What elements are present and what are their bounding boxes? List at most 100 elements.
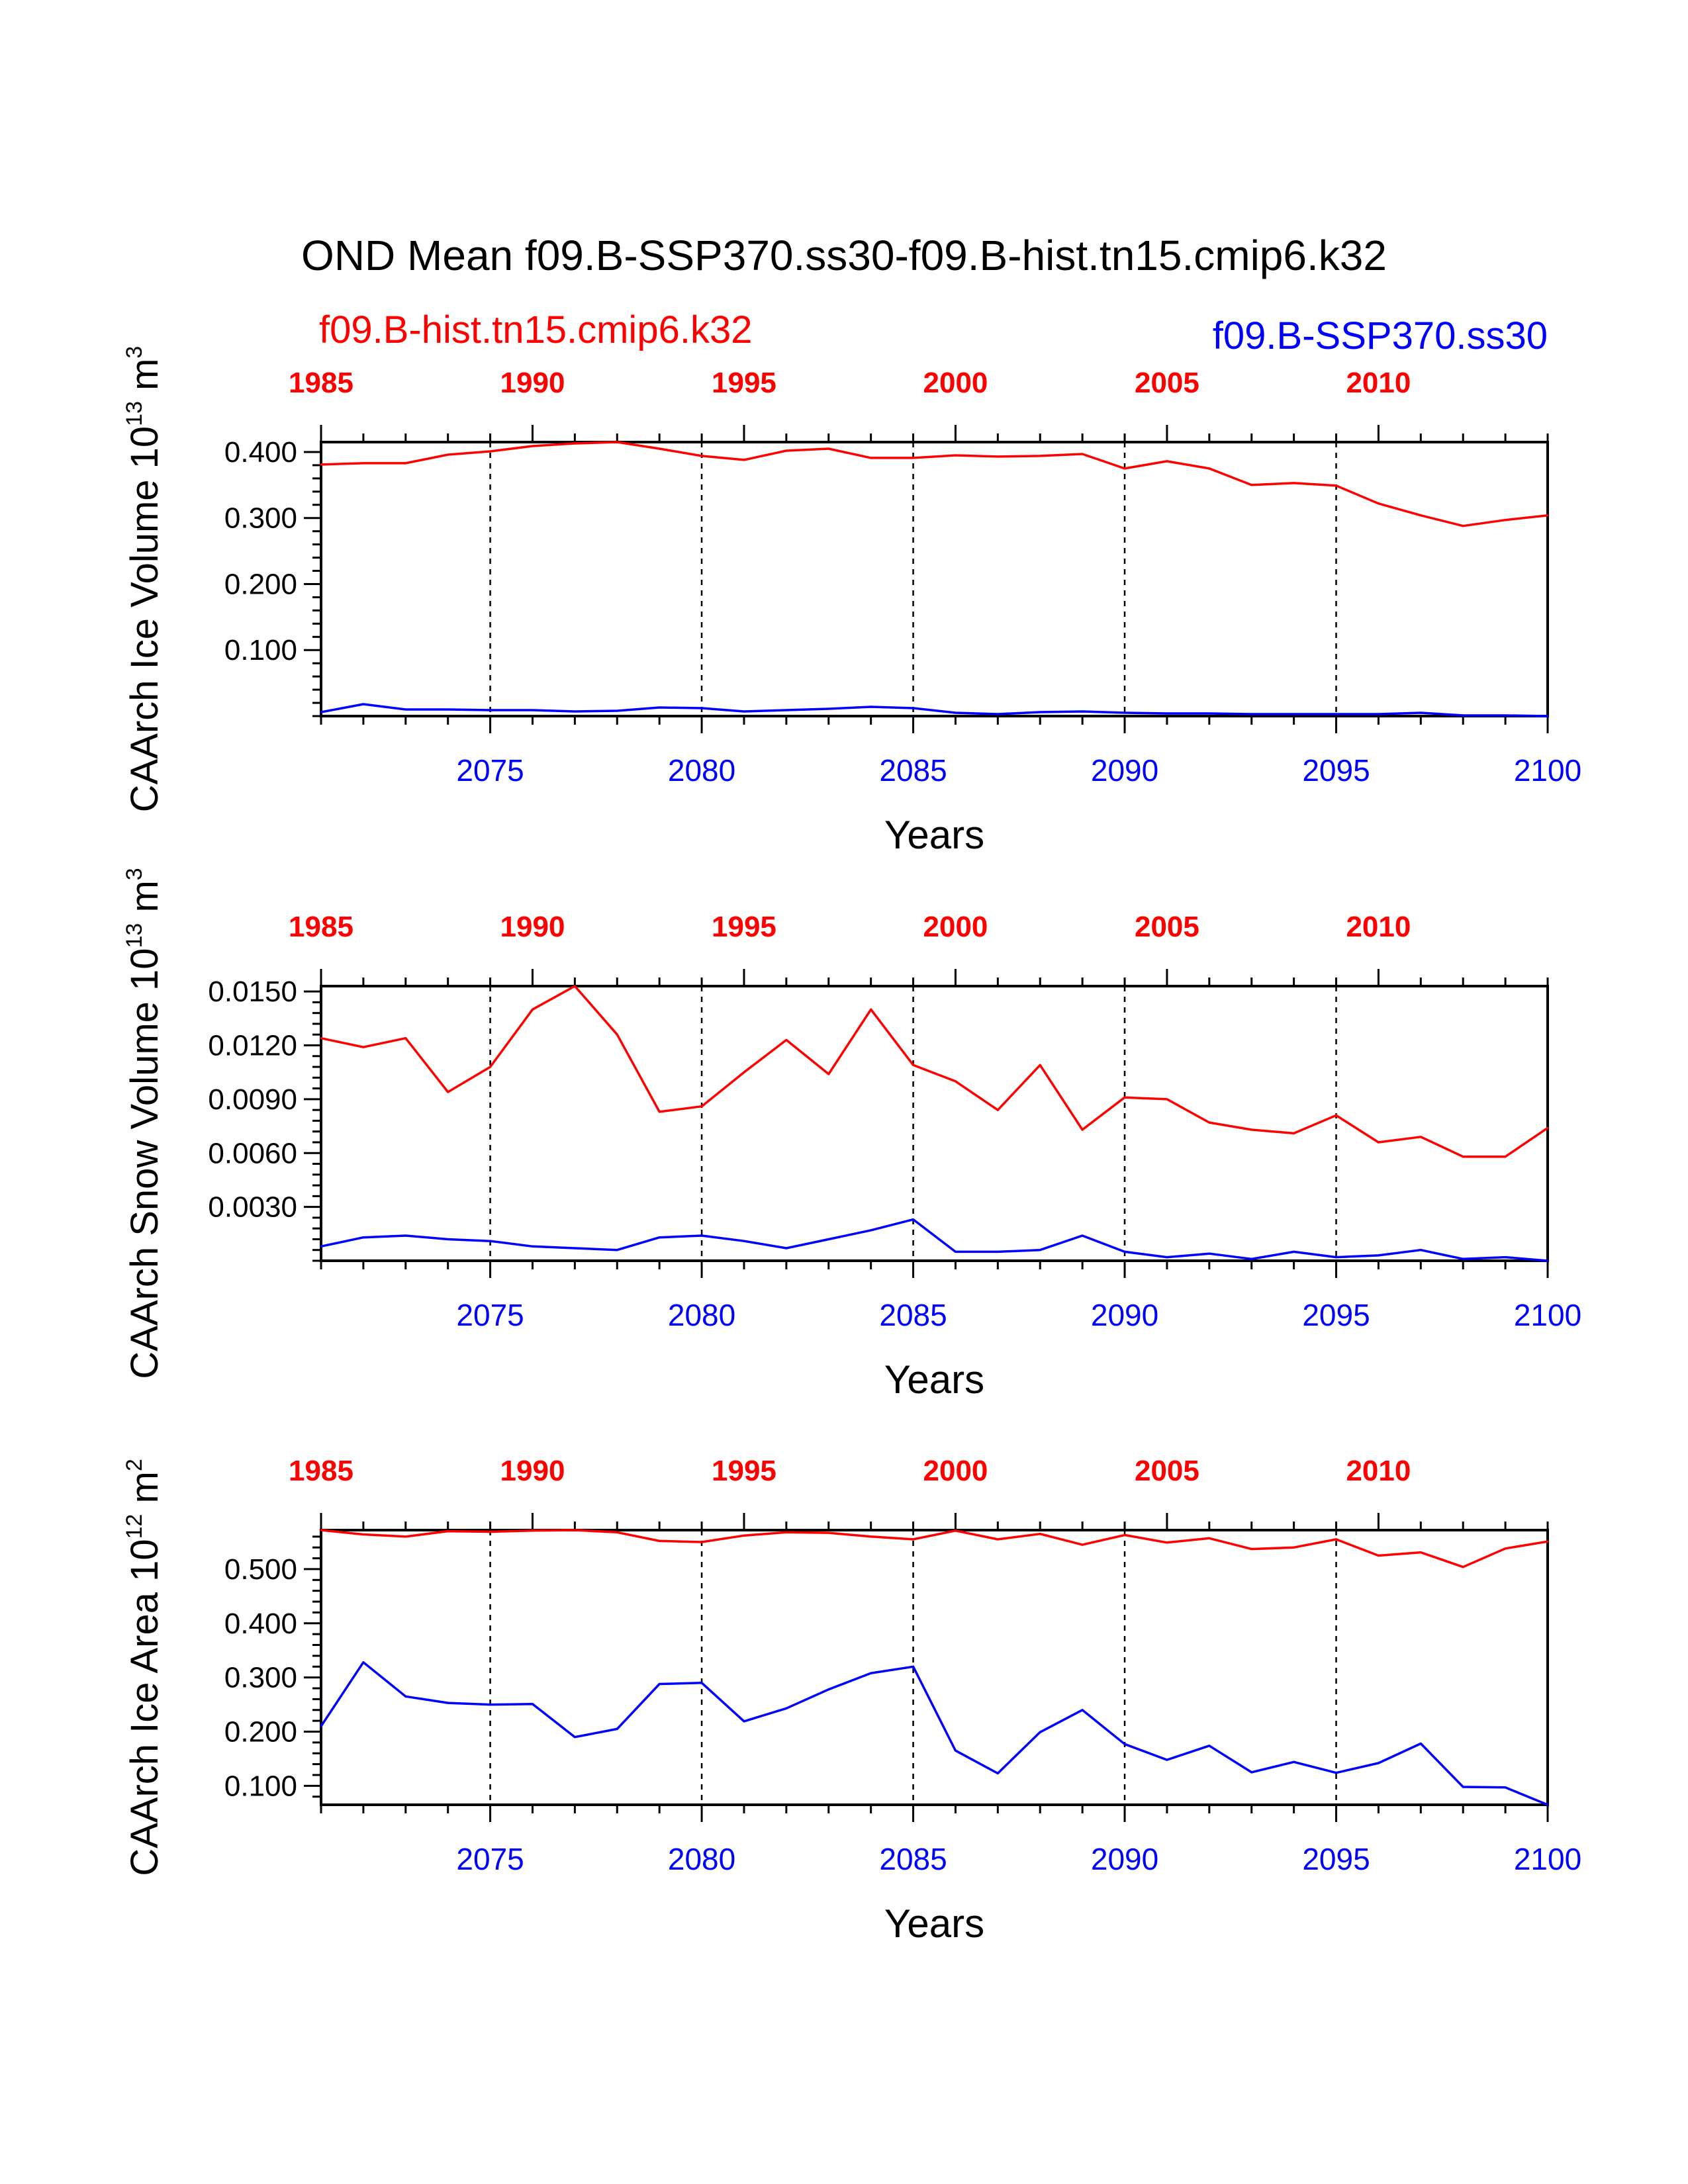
- data-point-ssp: [616, 1727, 618, 1730]
- data-point-hist: [1504, 519, 1507, 522]
- data-point-hist: [1166, 1098, 1168, 1101]
- data-point-ssp: [1039, 1249, 1041, 1251]
- data-point-hist: [912, 1064, 915, 1066]
- data-point-hist: [1208, 1537, 1211, 1539]
- data-point-hist: [785, 1038, 788, 1041]
- x-tick-label-bottom: 2090: [1091, 1842, 1158, 1876]
- panel-1: 2075 2080 2085 2090 2095 2100 1985 1990 1995 2000…: [122, 346, 1581, 857]
- data-point-ssp: [912, 1218, 915, 1221]
- data-point-ssp: [785, 709, 788, 711]
- x-tick-label-bottom: 2100: [1514, 1842, 1581, 1876]
- panel-3: 2075 2080 2085 2090 2095 2100 1985 1990 1995 2000…: [122, 1455, 1581, 1946]
- data-point-ssp: [447, 708, 449, 711]
- data-point-ssp: [1377, 713, 1380, 715]
- x-tick-label-bottom: 2075: [456, 753, 524, 788]
- data-point-ssp: [827, 1238, 830, 1240]
- y-tick-label: 0.200: [224, 568, 297, 600]
- data-point-hist: [1335, 1114, 1338, 1116]
- x-tick-label-bottom: 2080: [668, 1842, 735, 1876]
- data-point-hist: [1462, 1566, 1464, 1569]
- data-point-hist: [827, 447, 830, 450]
- data-point-ssp: [785, 1247, 788, 1250]
- data-point-ssp: [1081, 1709, 1084, 1711]
- x-tick-label-top: 2005: [1135, 911, 1199, 943]
- data-point-hist: [954, 1080, 957, 1083]
- data-point-ssp: [447, 1702, 449, 1704]
- y-tick-label: 0.0150: [208, 976, 297, 1008]
- data-point-ssp: [743, 1720, 745, 1723]
- data-point-hist: [912, 457, 915, 459]
- data-point-hist: [954, 1529, 957, 1532]
- data-point-hist: [1250, 484, 1253, 486]
- x-tick-label-bottom: 2095: [1302, 1842, 1370, 1876]
- data-point-hist: [1504, 1547, 1507, 1550]
- data-point-ssp: [954, 711, 957, 714]
- y-axis-title: CAArch Snow Volume 1013 m3: [122, 868, 166, 1379]
- x-tick-label-bottom: 2075: [456, 1298, 524, 1332]
- data-point-hist: [1377, 502, 1380, 505]
- x-tick-label-bottom: 2090: [1091, 753, 1158, 788]
- x-tick-label-bottom: 2095: [1302, 1298, 1370, 1332]
- data-point-hist: [870, 1008, 872, 1011]
- data-point-ssp: [1504, 714, 1507, 717]
- data-point-hist: [700, 1105, 703, 1108]
- x-axis-title: Years: [884, 1901, 984, 1946]
- data-point-hist: [1123, 1533, 1126, 1536]
- data-point-ssp: [1039, 711, 1041, 713]
- data-point-hist: [1419, 1136, 1422, 1138]
- data-point-ssp: [700, 1682, 703, 1684]
- data-point-ssp: [954, 1749, 957, 1752]
- x-tick-label-bottom: 2080: [668, 1298, 735, 1332]
- data-point-hist: [827, 1531, 830, 1534]
- data-point-hist: [1039, 1533, 1041, 1535]
- data-point-ssp: [1335, 1256, 1338, 1259]
- data-point-ssp: [1335, 713, 1338, 715]
- data-point-ssp: [870, 1229, 872, 1232]
- data-point-ssp: [912, 707, 915, 709]
- data-point-hist: [996, 1538, 999, 1541]
- data-point-ssp: [912, 1665, 915, 1668]
- data-point-hist: [743, 1071, 745, 1073]
- data-point-ssp: [743, 710, 745, 713]
- data-point-ssp: [1462, 714, 1464, 717]
- data-point-ssp: [1377, 1762, 1380, 1764]
- data-point-ssp: [320, 711, 322, 713]
- data-point-ssp: [1335, 1772, 1338, 1774]
- x-tick-label-bottom: 2085: [879, 1842, 947, 1876]
- data-point-ssp: [531, 1703, 534, 1706]
- data-point-ssp: [404, 1695, 407, 1698]
- data-point-ssp: [320, 1725, 322, 1727]
- y-tick-label: 0.0120: [208, 1030, 297, 1062]
- data-point-hist: [912, 1538, 915, 1541]
- data-point-hist: [1039, 455, 1041, 457]
- data-point-hist: [1377, 1141, 1380, 1144]
- data-point-hist: [616, 1033, 618, 1036]
- data-point-ssp: [573, 1736, 576, 1739]
- data-point-hist: [1419, 514, 1422, 517]
- y-tick-label: 0.400: [224, 1608, 297, 1640]
- data-point-ssp: [1166, 1256, 1168, 1259]
- x-tick-label-bottom: 2085: [879, 753, 947, 788]
- data-point-hist: [827, 1073, 830, 1075]
- data-point-ssp: [404, 1234, 407, 1237]
- series-line-ssp: [320, 1661, 1548, 1806]
- x-tick-label-top: 2005: [1135, 1455, 1199, 1487]
- x-tick-label-top: 1995: [712, 367, 776, 399]
- data-point-hist: [489, 1530, 492, 1533]
- data-point-ssp: [1250, 1257, 1253, 1260]
- data-point-ssp: [700, 1234, 703, 1237]
- x-tick-label-bottom: 2100: [1514, 753, 1581, 788]
- data-point-hist: [1081, 453, 1084, 455]
- series-line-hist: [320, 1529, 1548, 1569]
- data-point-hist: [320, 1037, 322, 1040]
- data-point-hist: [1081, 1543, 1084, 1546]
- x-tick-label-bottom: 2075: [456, 1842, 524, 1876]
- data-point-ssp: [616, 709, 618, 712]
- data-point-ssp: [489, 1240, 492, 1242]
- data-point-ssp: [658, 706, 661, 709]
- data-point-hist: [743, 1534, 745, 1537]
- data-point-hist: [616, 441, 618, 443]
- data-point-hist: [1335, 1538, 1338, 1541]
- y-tick-label: 0.300: [224, 502, 297, 535]
- data-point-hist: [1546, 514, 1549, 517]
